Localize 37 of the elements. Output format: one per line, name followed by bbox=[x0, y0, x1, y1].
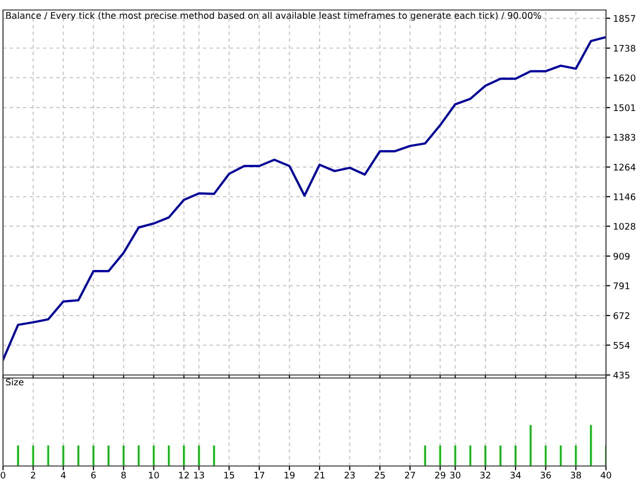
x-tick-label: 25 bbox=[374, 472, 385, 479]
x-tick-label: 32 bbox=[480, 472, 490, 479]
x-tick-label: 40 bbox=[600, 472, 612, 479]
y-tick-label: 1620 bbox=[614, 74, 636, 82]
y-tick-label: 1028 bbox=[614, 222, 636, 230]
x-tick-label: 17 bbox=[254, 472, 264, 478]
chart-title: Size bbox=[6, 378, 24, 386]
chart-title: Balance / Every tick (the most precise method based on all available least timeframes to generate each tick) / 90.00% bbox=[6, 12, 542, 21]
y-tick-label: 1857 bbox=[614, 15, 636, 22]
x-tick-label: 36 bbox=[540, 472, 551, 479]
y-tick-label: 1501 bbox=[614, 104, 636, 112]
x-tick-label: 0 bbox=[0, 472, 6, 479]
x-tick-label: 2 bbox=[30, 472, 36, 478]
y-tick-label: 554 bbox=[614, 342, 630, 349]
x-tick-label: 19 bbox=[284, 472, 295, 479]
x-tick-label: 8 bbox=[121, 472, 126, 479]
y-tick-label: 1264 bbox=[614, 164, 636, 171]
y-tick-label: 435 bbox=[613, 372, 630, 379]
x-tick-label: 21 bbox=[314, 472, 324, 478]
x-tick-label: 4 bbox=[60, 472, 66, 478]
x-tick-label: 34 bbox=[510, 472, 521, 479]
y-tick-label: 1738 bbox=[614, 44, 636, 52]
x-tick-label: 27 bbox=[404, 472, 415, 478]
x-tick-label: 6 bbox=[91, 472, 96, 479]
x-tick-label: 23 bbox=[344, 472, 355, 479]
y-tick-label: 672 bbox=[614, 312, 630, 320]
y-tick-label: 1146 bbox=[614, 193, 636, 200]
y-tick-label: 909 bbox=[614, 252, 630, 260]
x-tick-label: 10 bbox=[149, 472, 159, 479]
x-tick-label: 15 bbox=[224, 472, 234, 479]
x-tick-label: 12 bbox=[179, 472, 189, 478]
x-tick-label: 38 bbox=[570, 472, 581, 479]
y-tick-label: 791 bbox=[614, 282, 630, 290]
x-tick-label: 13 bbox=[194, 472, 204, 479]
x-tick-label: 30 bbox=[450, 472, 460, 479]
x-tick-label: 29 bbox=[435, 472, 446, 479]
y-tick-label: 1383 bbox=[614, 134, 636, 141]
